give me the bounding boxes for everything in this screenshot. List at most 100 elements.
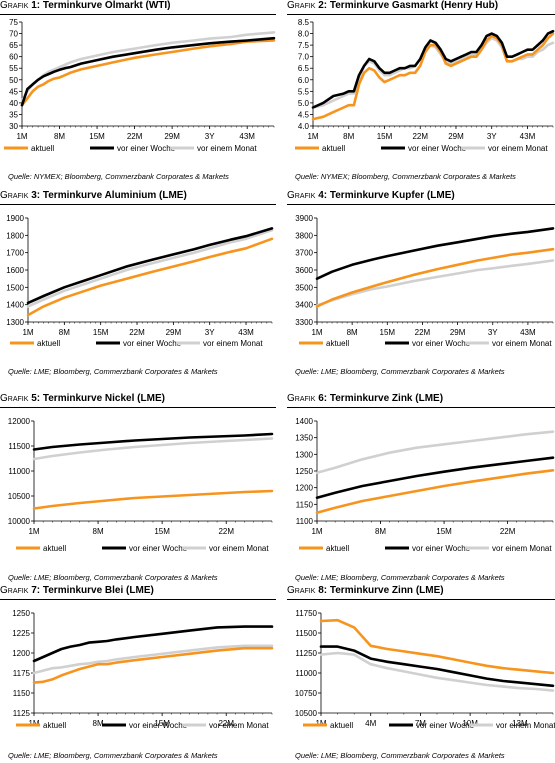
line-chart: 10000 10500 11000 11500 12000 1M 8M 15M 22M aktue… — [8, 417, 274, 553]
legend-label: vor einer Woche — [412, 339, 471, 348]
series-line-aktuell — [315, 469, 555, 514]
x-tick-label: 1M — [16, 132, 27, 141]
chart-title: Grafik 8: Terminkurve Zinn (LME) — [287, 585, 444, 596]
x-tick-label: 7M — [415, 719, 426, 728]
y-tick-label: 1175 — [13, 669, 31, 678]
grafik-number: 5: — [31, 393, 41, 404]
title-rule — [287, 14, 555, 15]
y-tick-label: 1350 — [295, 434, 313, 443]
y-tick-label: 11500 — [8, 442, 30, 451]
x-tick-label: 22M — [129, 328, 145, 337]
grafik-number: 7: — [31, 585, 41, 596]
legend-label: vor einer Woche — [123, 339, 182, 348]
chart-title-text: Terminkurve Zink (LME) — [329, 393, 444, 404]
legend-label: vor einer Woche — [416, 721, 475, 730]
legend-label: vor einem Monat — [496, 721, 555, 730]
y-tick-label: 1200 — [295, 484, 313, 493]
series-line-woche — [26, 227, 274, 305]
series-line-monat — [26, 228, 274, 308]
x-tick-label: 8M — [54, 132, 65, 141]
series-line-aktuell — [32, 646, 274, 684]
y-tick-label: 8.0 — [298, 30, 310, 39]
chart-panel-7: Grafik 7: Terminkurve Blei (LME) 1125 1150… — [0, 585, 276, 763]
x-tick-label: 3Y — [205, 132, 215, 141]
x-tick-label: 15M — [377, 132, 393, 141]
legend-label: aktuell — [31, 144, 54, 153]
chart-title-text: Terminkurve Nickel (LME) — [42, 393, 165, 404]
x-tick-label: 8M — [93, 527, 104, 536]
chart-title: Grafik 5: Terminkurve Nickel (LME) — [0, 393, 165, 404]
y-tick-label: 5.5 — [298, 87, 310, 96]
legend-label: vor einem Monat — [197, 144, 257, 153]
line-chart: 1050010750110001125011500117501M4M7M10M1… — [295, 609, 555, 730]
x-tick-label: 15M — [436, 527, 452, 536]
legend-label: vor einer Woche — [412, 544, 471, 553]
y-tick-label: 3400 — [295, 301, 313, 310]
series-line-aktuell — [319, 618, 555, 675]
y-tick-label: 35 — [9, 110, 18, 119]
chart-panel-5: Grafik 5: Terminkurve Nickel (LME) 10000 1… — [0, 393, 276, 586]
chart-source: Quelle: LME; Bloomberg, Commerzbank Corp… — [8, 367, 218, 376]
chart-source: Quelle: NYMEX; Bloomberg, Commerzbank Co… — [295, 172, 516, 181]
legend-label: vor einer Woche — [408, 144, 467, 153]
x-tick-label: 1M — [307, 132, 318, 141]
chart-panel-4: Grafik 4: Terminkurve Kupfer (LME) 3300 34… — [287, 190, 555, 385]
chart-panel-6: Grafik 6: Terminkurve Zink (LME) 1100 1150… — [287, 393, 555, 586]
legend-label: aktuell — [330, 721, 353, 730]
y-tick-label: 4.0 — [298, 122, 310, 131]
x-tick-label: 22M — [127, 132, 143, 141]
y-tick-label: 1125 — [13, 709, 31, 718]
x-tick-label: 8M — [375, 527, 386, 536]
y-tick-label: 1250 — [295, 467, 313, 476]
y-tick-label: 1800 — [6, 231, 24, 240]
y-tick-label: 30 — [9, 122, 18, 131]
legend-label: aktuell — [37, 339, 60, 348]
chart-title-text: Terminkurve Gasmarkt (Henry Hub) — [329, 0, 499, 11]
chart-title: Grafik 6: Terminkurve Zink (LME) — [287, 393, 443, 404]
series-line-aktuell — [315, 247, 555, 308]
title-rule — [287, 407, 555, 408]
y-tick-label: 1300 — [295, 450, 313, 459]
chart-source: Quelle: LME; Bloomberg, Commerzbank Corp… — [295, 751, 505, 760]
series-line-monat — [319, 651, 555, 692]
y-tick-label: 6.0 — [298, 76, 310, 85]
chart-title: Grafik 3: Terminkurve Aluminium (LME) — [0, 190, 187, 201]
y-tick-label: 1700 — [6, 249, 24, 258]
series-line-aktuell — [32, 489, 274, 510]
x-tick-label: 13M — [512, 719, 528, 728]
grafik-label: Grafik — [287, 0, 316, 11]
chart-source: Quelle: LME; Bloomberg, Commerzbank Corp… — [8, 573, 218, 582]
x-tick-label: 8M — [347, 328, 358, 337]
x-tick-label: 15M — [93, 328, 109, 337]
y-tick-label: 50 — [9, 76, 18, 85]
line-chart: 1300 1400 1500 1600 1700 1800 1900 1M 8M 15M 22M 29… — [6, 214, 274, 348]
grafik-number: 2: — [318, 0, 328, 11]
title-rule — [287, 204, 555, 205]
x-tick-label: 29M — [166, 328, 182, 337]
chart-source: Quelle: NYMEX; Bloomberg, Commerzbank Co… — [8, 172, 229, 181]
grafik-number: 6: — [318, 393, 328, 404]
legend-label: vor einem Monat — [492, 339, 552, 348]
y-tick-label: 1225 — [12, 629, 30, 638]
grafik-label: Grafik — [0, 393, 29, 404]
series-line-woche — [319, 645, 555, 688]
legend-label: vor einem Monat — [492, 544, 552, 553]
y-tick-label: 3300 — [295, 318, 313, 327]
x-tick-label: 3Y — [205, 328, 215, 337]
title-rule — [287, 599, 555, 600]
series-line-aktuell — [20, 39, 276, 107]
grafik-number: 4: — [318, 190, 328, 201]
y-tick-label: 1100 — [296, 517, 314, 526]
chart-title-text: Terminkurve Aluminium (LME) — [42, 190, 187, 201]
x-tick-label: 22M — [415, 328, 431, 337]
x-tick-label: 15M — [154, 527, 170, 536]
y-tick-label: 1200 — [12, 649, 30, 658]
y-tick-label: 1250 — [12, 609, 30, 618]
x-tick-label: 22M — [412, 132, 428, 141]
x-tick-label: 1M — [28, 527, 39, 536]
line-chart: 1125115011751200122512501M8M15M22Maktuel… — [12, 609, 274, 730]
y-tick-label: 11250 — [295, 649, 317, 658]
y-tick-label: 10500 — [8, 492, 31, 501]
y-tick-label: 40 — [9, 99, 18, 108]
y-tick-label: 55 — [9, 64, 18, 73]
